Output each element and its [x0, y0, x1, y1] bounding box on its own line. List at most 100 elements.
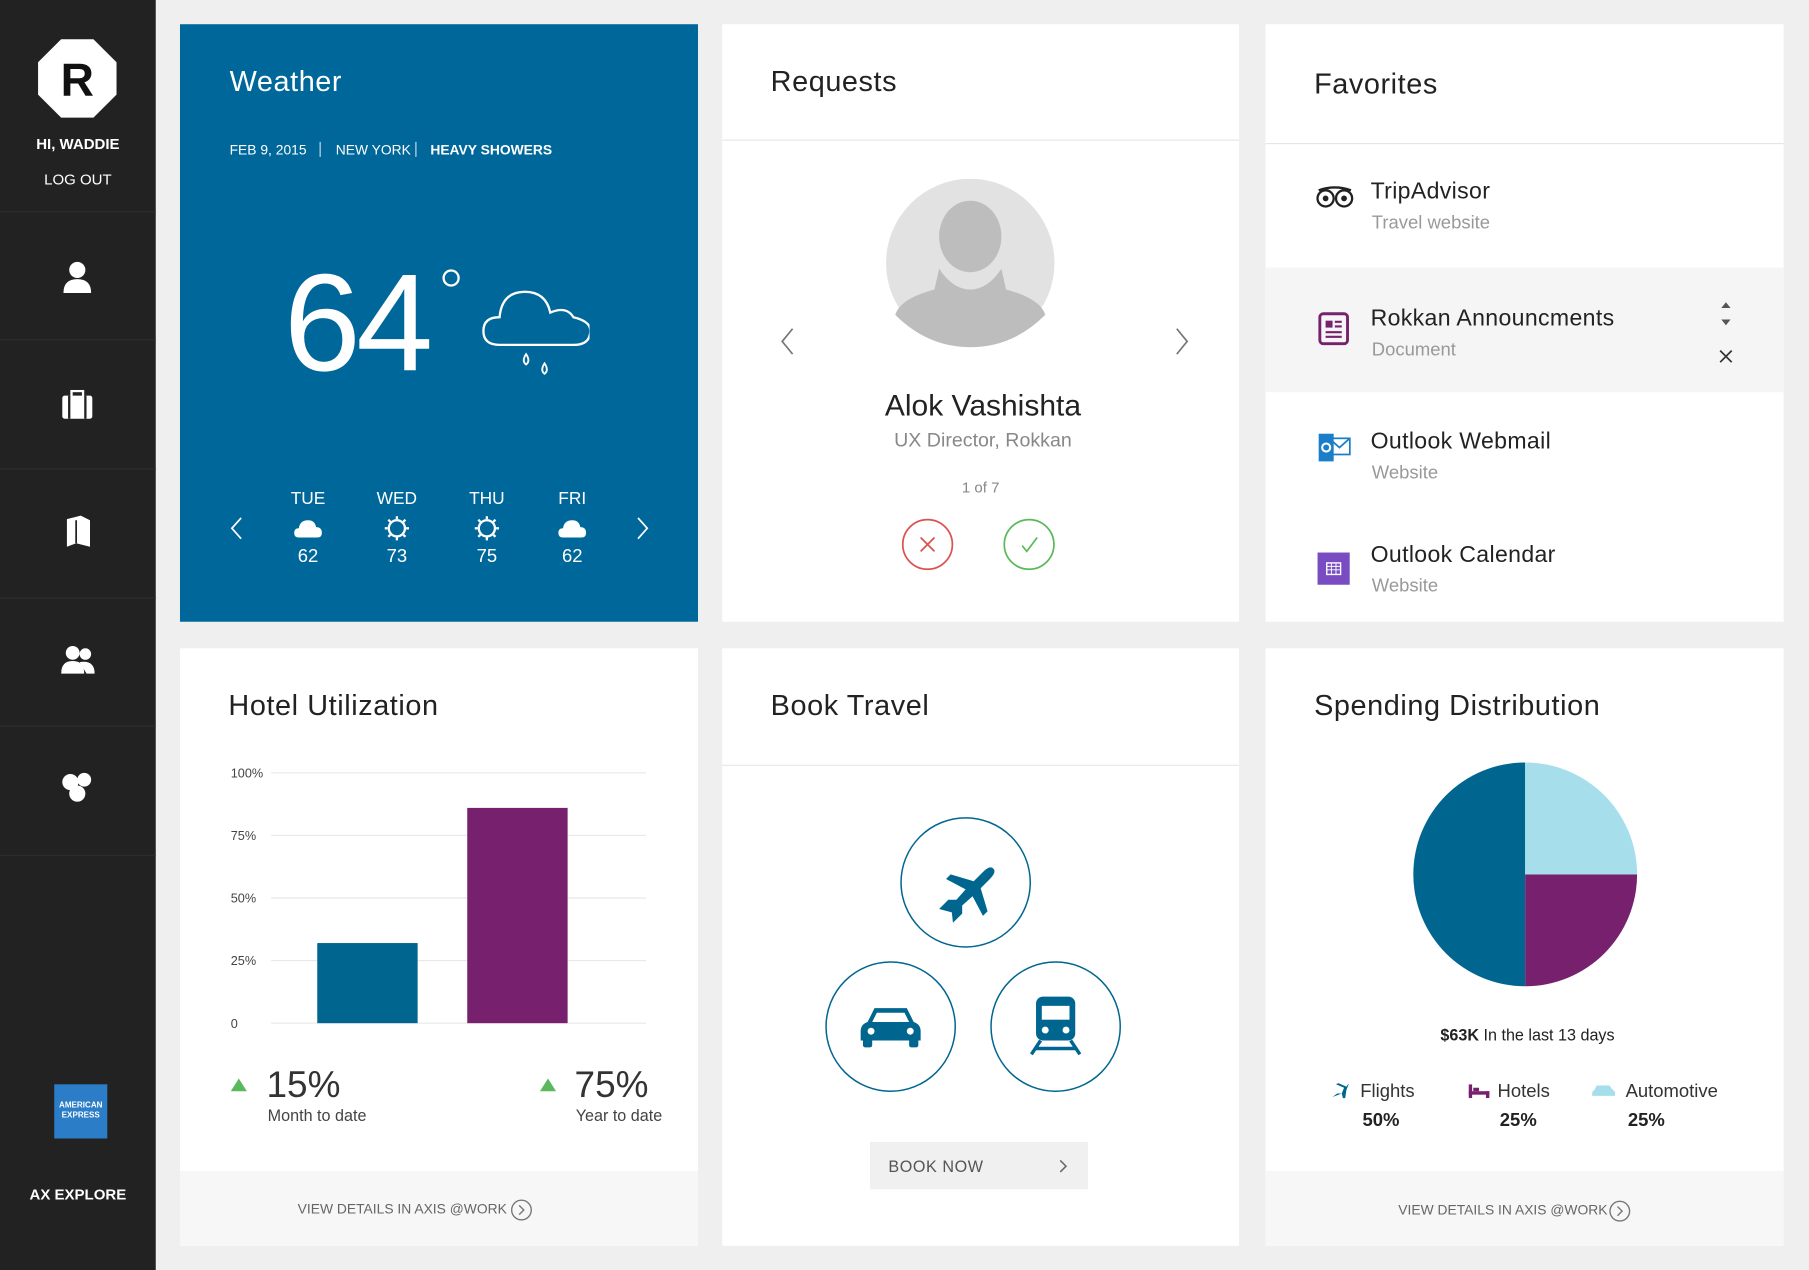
car-option[interactable]	[825, 961, 957, 1092]
spending-summary: $63K In the last 13 days	[1440, 1025, 1614, 1043]
calendar-icon	[1317, 552, 1350, 585]
team-icon[interactable]	[61, 645, 96, 675]
forecast-temp: 62	[297, 546, 319, 567]
button-chevron[interactable]	[1057, 1158, 1071, 1174]
stat-value: 75%	[574, 1063, 649, 1106]
weather-condition: HEAVY SHOWERS	[430, 141, 553, 159]
legend-value: 25%	[1627, 1110, 1665, 1131]
hotel-card: Hotel Utilization 0 25% 50% 75% 100% 15% Mon…	[179, 648, 698, 1246]
separator	[0, 211, 156, 213]
document-icon	[1318, 312, 1349, 346]
next-arrow[interactable]	[1171, 326, 1192, 356]
favorite-name[interactable]: Outlook Calendar	[1370, 542, 1556, 568]
pie-slice	[1525, 874, 1638, 987]
stat-label: Month to date	[267, 1106, 367, 1125]
legend-label: Automotive	[1625, 1081, 1718, 1102]
greeting: HI, WADDIE	[36, 134, 120, 153]
trend-up	[539, 1078, 557, 1092]
raindrop	[541, 361, 548, 375]
forecast-icon	[558, 520, 587, 538]
remove-button[interactable]	[1719, 350, 1733, 364]
book-button[interactable]: BOOK NOW	[869, 1141, 1088, 1190]
y-tick-label: 75%	[231, 829, 256, 843]
cloud-icon	[482, 290, 590, 347]
sun-glyph	[387, 519, 407, 538]
favorite-type: Document	[1371, 340, 1456, 360]
weather-icons	[442, 269, 590, 375]
forecast-icon	[474, 516, 499, 541]
amex-text: EXPRESS	[61, 1111, 100, 1121]
avatar	[886, 178, 1055, 348]
sun-ray	[402, 534, 407, 538]
footer-link[interactable]: VIEW DETAILS IN AXIS @WORK	[1398, 1201, 1608, 1219]
trend-up	[230, 1078, 247, 1092]
weather-date: FEB 9, 2015	[229, 141, 307, 159]
divider	[722, 139, 1240, 141]
card-title: Hotel Utilization	[228, 689, 439, 723]
logout-link[interactable]: LOG OUT	[44, 170, 112, 189]
sun-ray	[387, 518, 392, 523]
outlook-icon	[1318, 433, 1351, 462]
favorite-name[interactable]: TripAdvisor	[1370, 178, 1491, 205]
footer-arrow[interactable]	[510, 1198, 533, 1221]
cloud-glyph	[558, 520, 587, 538]
train-option[interactable]	[990, 961, 1121, 1092]
footer-arrow[interactable]	[1608, 1200, 1631, 1223]
forecast-icon	[294, 520, 322, 538]
forecast-day: TUE	[290, 489, 326, 509]
profile-icon[interactable]	[61, 261, 93, 296]
card-title: Book Travel	[770, 689, 930, 723]
raindrop	[522, 352, 530, 366]
flight-option[interactable]	[900, 817, 1032, 948]
legend-value: 50%	[1362, 1110, 1400, 1131]
sun-glyph	[477, 519, 497, 538]
prev-arrow[interactable]	[778, 326, 799, 356]
request-counter: 1 of 7	[961, 478, 1000, 497]
forecast-day: WED	[376, 489, 418, 509]
y-tick-label: 25%	[231, 954, 256, 968]
legend-label: Hotels	[1497, 1081, 1550, 1102]
favorite-name[interactable]: Outlook Webmail	[1370, 429, 1552, 455]
amex-text: AMERICAN	[58, 1101, 103, 1110]
separator	[415, 141, 417, 157]
separator	[0, 468, 156, 470]
forecast-day: THU	[469, 489, 505, 509]
temperature: 64	[283, 245, 433, 401]
logo[interactable]: R	[37, 38, 118, 119]
amex-logo: AMERICAN EXPRESS	[54, 1084, 108, 1139]
forecast-temp: 73	[386, 546, 408, 567]
favorite-highlight[interactable]	[1265, 267, 1784, 393]
logo-letter: R	[61, 54, 94, 106]
favorite-type: Website	[1371, 576, 1439, 597]
tripadvisor-icon	[1316, 186, 1354, 208]
apps-icon[interactable]	[60, 771, 95, 803]
forecast-temp: 75	[476, 546, 498, 567]
divider	[1265, 143, 1784, 145]
card-footer[interactable]: VIEW DETAILS IN AXIS @WORK	[1265, 1170, 1784, 1246]
card-footer[interactable]: VIEW DETAILS IN AXIS @WORK	[179, 1170, 698, 1246]
next-arrow[interactable]	[632, 516, 653, 541]
cloud-glyph	[294, 520, 322, 538]
pie-slice	[1525, 762, 1638, 875]
reorder-control[interactable]	[1718, 301, 1734, 326]
approve-button[interactable]	[1003, 518, 1056, 571]
prev-arrow[interactable]	[226, 516, 247, 541]
brand: AX EXPLORE	[29, 1185, 127, 1204]
spending-total: $63K	[1440, 1025, 1480, 1044]
footer-link[interactable]: VIEW DETAILS IN AXIS @WORK	[297, 1200, 507, 1217]
document-icon[interactable]	[65, 514, 93, 549]
logo-badge	[38, 39, 117, 118]
y-tick-label: 0	[231, 1017, 238, 1031]
legend-label: Flights	[1360, 1081, 1415, 1102]
pie-slice	[1413, 762, 1526, 987]
requests-card: Requests Alok Vashishta UX Director, Rok…	[722, 24, 1240, 622]
y-tick-label: 100%	[231, 766, 263, 780]
favorite-name[interactable]: Rokkan Announcments	[1370, 305, 1615, 332]
bar-chart: 0 25% 50% 75% 100%	[231, 766, 647, 1031]
sidebar: R HI, WADDIE LOG OUT AMERICAN EXPRESS AX…	[0, 0, 156, 1270]
decline-button[interactable]	[901, 518, 954, 571]
button-label[interactable]: BOOK NOW	[888, 1156, 984, 1176]
forecast-day: FRI	[558, 489, 587, 509]
travel-icon[interactable]	[61, 389, 93, 420]
favorite-type: Travel website	[1371, 213, 1491, 234]
